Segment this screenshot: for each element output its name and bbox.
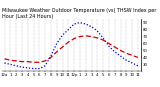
Text: Milwaukee Weather Outdoor Temperature (vs) THSW Index per Hour (Last 24 Hours): Milwaukee Weather Outdoor Temperature (v… — [2, 8, 156, 19]
